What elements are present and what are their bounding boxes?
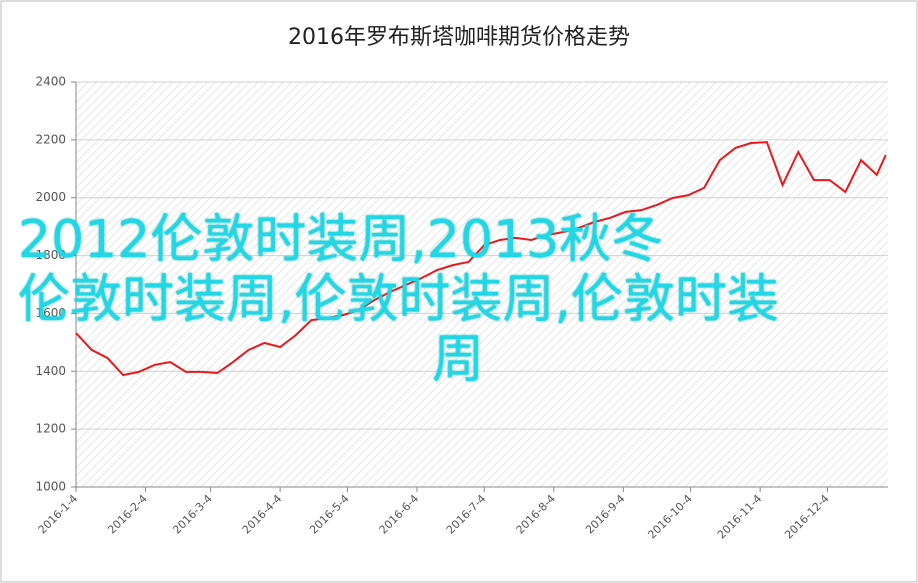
y-tick-label: 2200 <box>35 132 66 146</box>
chart-title: 2016年罗布斯塔咖啡期货价格走势 <box>288 25 630 50</box>
overlay-text: 周 <box>432 330 485 390</box>
overlay-text: 伦敦时装周,伦敦时装周,伦敦时装 <box>18 270 780 330</box>
y-tick-label: 1400 <box>35 364 66 378</box>
y-tick-label: 2400 <box>35 75 66 89</box>
y-tick-label: 1000 <box>35 480 66 494</box>
y-tick-label: 2000 <box>35 190 66 204</box>
y-tick-label: 1600 <box>35 306 66 320</box>
plot-area <box>76 82 888 487</box>
overlay-text: 2012伦敦时装周,2013秋冬 <box>18 210 664 270</box>
y-tick-label: 1200 <box>35 422 66 436</box>
y-tick-label: 1800 <box>35 248 66 262</box>
price-line <box>75 141 887 377</box>
